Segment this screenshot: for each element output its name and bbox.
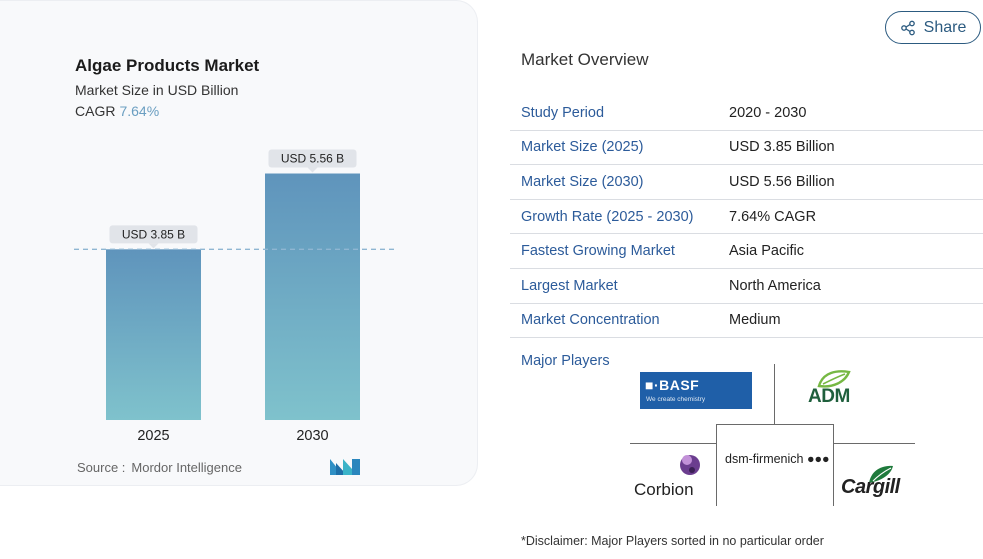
share-icon — [900, 20, 915, 35]
overview-row-label[interactable]: Largest Market — [521, 277, 618, 294]
overview-table: Study Period 2020 - 2030 Market Size (2025… — [510, 96, 983, 339]
corbion-logo-text: Corbion — [634, 480, 694, 499]
mordor-logo-icon — [330, 459, 360, 475]
data-label: USD 5.56 B — [281, 152, 344, 166]
corbion-icon — [680, 455, 700, 475]
cargill-logo-text: Cargill — [841, 476, 900, 498]
basf-logo: ■·BASF We create chemistry — [640, 372, 752, 409]
dsm-firmenich-logo: dsm-firmenich ●●● — [725, 452, 830, 466]
source-value: Mordor Intelligence — [131, 460, 242, 475]
overview-row-label[interactable]: Market Concentration — [521, 312, 660, 329]
source-note: Source : Mordor Intelligence — [77, 460, 242, 475]
overview-row-label[interactable]: Growth Rate (2025 - 2030) — [521, 208, 694, 225]
chart-title: Algae Products Market — [75, 56, 260, 75]
major-players-label: Major Players — [521, 353, 610, 369]
overview-row-label[interactable]: Market Size (2025) — [521, 139, 644, 156]
disclaimer: *Disclaimer: Major Players sorted in no … — [521, 534, 824, 548]
chart-subtitle: Market Size in USD Billion — [75, 82, 239, 98]
overview-row-label[interactable]: Fastest Growing Market — [521, 243, 675, 260]
source-label: Source : — [77, 460, 126, 475]
overview-row: Largest Market North America — [510, 269, 983, 304]
overview-row: Market Size (2030) USD 5.56 Billion — [510, 165, 983, 200]
overview-row-value: USD 5.56 Billion — [729, 173, 835, 190]
x-tick-label: 2030 — [296, 428, 328, 444]
data-label-pointer — [148, 243, 159, 249]
overview-row: Market Size (2025) USD 3.85 Billion — [510, 131, 983, 166]
overview-title: Market Overview — [521, 50, 649, 69]
data-label-bg — [268, 149, 357, 168]
data-label: USD 3.85 B — [122, 227, 185, 241]
overview-row-value: Medium — [729, 312, 781, 329]
share-button[interactable]: Share — [885, 11, 981, 44]
overview-row-value: USD 3.85 Billion — [729, 139, 835, 156]
grid-divider — [833, 443, 915, 444]
grid-divider — [774, 364, 775, 424]
players-grid: ■·BASF We create chemistry ADM dsm-firme… — [630, 362, 915, 508]
overview-row-value: Asia Pacific — [729, 243, 804, 260]
adm-leaf-icon — [817, 370, 851, 388]
overview-row: Market Concentration Medium — [510, 304, 983, 339]
cagr-label: CAGR — [75, 103, 116, 119]
bar-2030 — [265, 173, 360, 420]
grid-divider — [716, 424, 717, 506]
overview-row-value: 2020 - 2030 — [729, 104, 807, 121]
basf-logo-tagline: We create chemistry — [646, 396, 706, 403]
overview-row-label[interactable]: Study Period — [521, 104, 605, 121]
bar-2025 — [106, 249, 201, 420]
basf-logo-mark: ■·BASF — [645, 377, 700, 393]
grid-divider — [630, 443, 716, 444]
data-label-pointer — [307, 167, 318, 173]
overview-row: Fastest Growing Market Asia Pacific — [510, 234, 983, 269]
overview-row-value: 7.64% CAGR — [729, 208, 817, 225]
data-label-bg — [109, 225, 198, 244]
overview-row: Study Period 2020 - 2030 — [510, 96, 983, 131]
x-tick-label: 2025 — [137, 428, 169, 444]
chart-card: Algae Products Market Market Size in USD… — [0, 0, 478, 486]
grid-divider — [833, 424, 834, 506]
overview-row-value: North America — [729, 277, 821, 294]
cargill-leaf-icon — [869, 465, 893, 483]
overview-row-label[interactable]: Market Size (2030) — [521, 173, 644, 190]
overview-row: Growth Rate (2025 - 2030) 7.64% CAGR — [510, 200, 983, 235]
grid-divider — [716, 424, 834, 425]
chart-cagr: CAGR 7.64% — [75, 103, 159, 119]
adm-logo-text: ADM — [808, 386, 850, 407]
share-label: Share — [923, 18, 967, 36]
cagr-value: 7.64% — [119, 103, 160, 119]
bar-chart: USD 3.85 B 2025 USD 5.56 B 2030 — [74, 149, 396, 444]
